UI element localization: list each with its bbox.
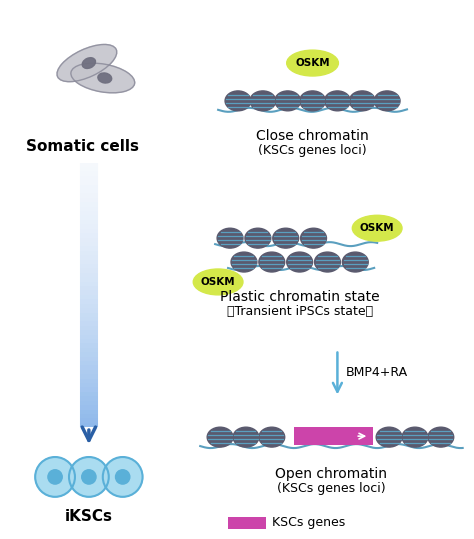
Text: Open chromatin: Open chromatin xyxy=(275,467,387,481)
Ellipse shape xyxy=(349,91,375,111)
Ellipse shape xyxy=(217,228,243,248)
Ellipse shape xyxy=(98,73,112,83)
Ellipse shape xyxy=(245,228,271,248)
Ellipse shape xyxy=(275,91,301,111)
Ellipse shape xyxy=(225,91,251,111)
Text: OSKM: OSKM xyxy=(201,277,236,287)
Ellipse shape xyxy=(315,252,340,272)
Ellipse shape xyxy=(207,427,233,447)
Ellipse shape xyxy=(259,427,285,447)
Ellipse shape xyxy=(193,269,243,295)
Bar xyxy=(294,427,373,445)
Ellipse shape xyxy=(325,91,350,111)
Text: KSCs genes: KSCs genes xyxy=(272,516,345,529)
Text: OSKM: OSKM xyxy=(360,223,394,233)
Ellipse shape xyxy=(301,228,327,248)
Circle shape xyxy=(35,457,75,497)
Ellipse shape xyxy=(428,427,454,447)
Text: BMP4+RA: BMP4+RA xyxy=(346,366,408,379)
Circle shape xyxy=(103,457,143,497)
Text: Close chromatin: Close chromatin xyxy=(256,129,369,143)
Ellipse shape xyxy=(57,44,117,82)
Text: (KSCs genes loci): (KSCs genes loci) xyxy=(277,482,386,495)
Circle shape xyxy=(48,470,62,484)
Ellipse shape xyxy=(250,91,276,111)
Text: Plastic chromatin state: Plastic chromatin state xyxy=(220,290,380,304)
Text: OSKM: OSKM xyxy=(295,58,330,68)
Text: iKSCs: iKSCs xyxy=(65,509,113,524)
Circle shape xyxy=(116,470,130,484)
Ellipse shape xyxy=(287,252,312,272)
Text: （Transient iPSCs state）: （Transient iPSCs state） xyxy=(227,305,373,318)
Ellipse shape xyxy=(231,252,257,272)
Ellipse shape xyxy=(402,427,428,447)
Circle shape xyxy=(69,457,109,497)
Bar xyxy=(228,517,266,529)
Ellipse shape xyxy=(71,63,135,93)
Ellipse shape xyxy=(352,215,402,241)
Ellipse shape xyxy=(273,228,299,248)
Ellipse shape xyxy=(376,427,402,447)
Ellipse shape xyxy=(287,50,338,76)
Circle shape xyxy=(82,470,96,484)
Text: Somatic cells: Somatic cells xyxy=(27,139,139,154)
Text: (KSCs genes loci): (KSCs genes loci) xyxy=(258,144,367,157)
Ellipse shape xyxy=(300,91,326,111)
Ellipse shape xyxy=(374,91,400,111)
Ellipse shape xyxy=(259,252,285,272)
Ellipse shape xyxy=(233,427,259,447)
Ellipse shape xyxy=(82,58,96,68)
Ellipse shape xyxy=(342,252,368,272)
